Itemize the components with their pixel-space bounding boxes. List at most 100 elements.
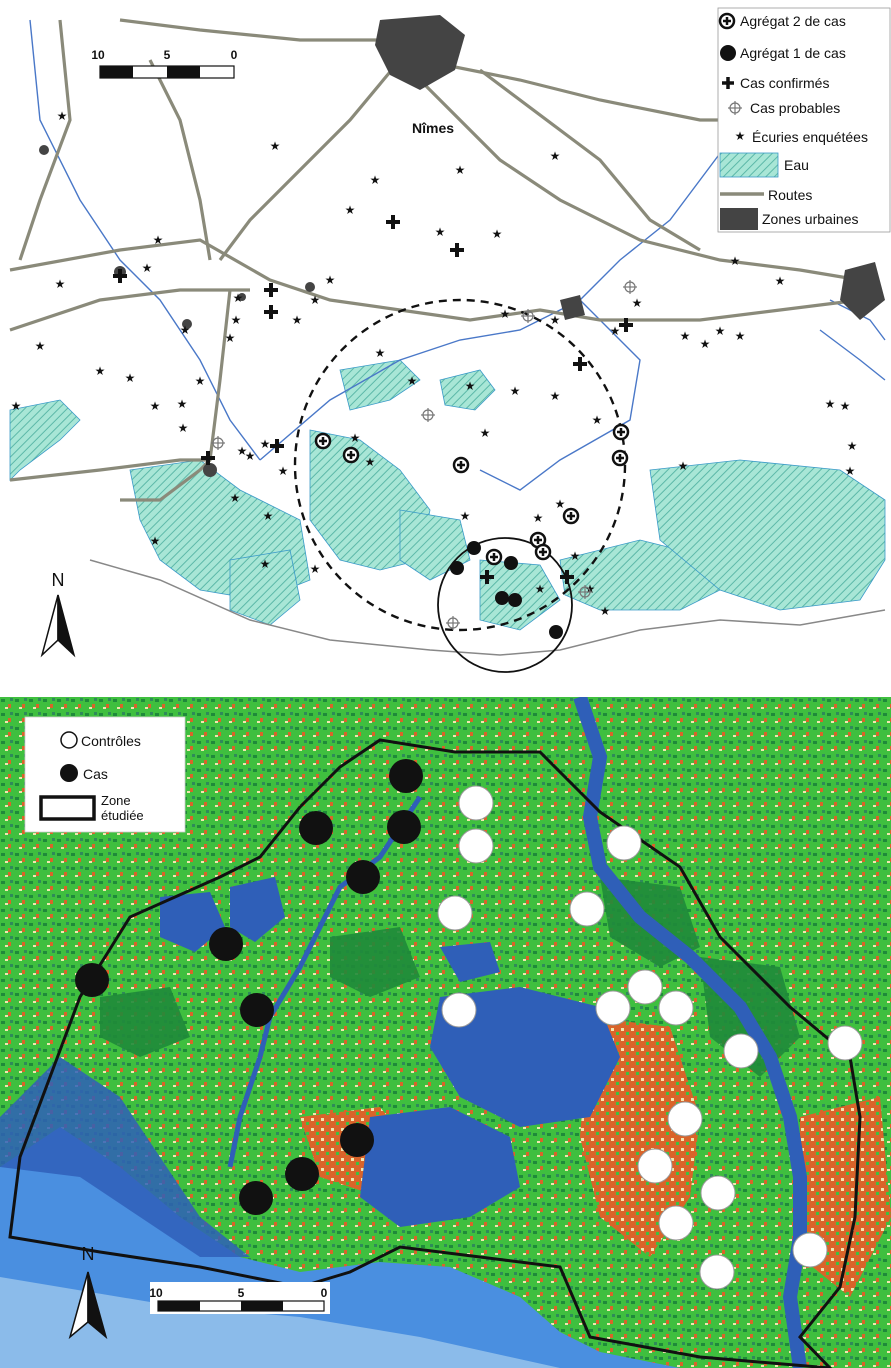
bold-cross-icon bbox=[722, 77, 734, 89]
land-cover-map-bottom: Contrôles Cas Zone étudiée N 10 5 0 bbox=[0, 697, 891, 1368]
scale2-tick-5: 5 bbox=[238, 1286, 245, 1300]
svg-text:★: ★ bbox=[263, 509, 274, 523]
svg-text:★: ★ bbox=[350, 431, 361, 445]
legend-label-probable: Cas probables bbox=[750, 100, 840, 116]
legend-label-confirmed: Cas confirmés bbox=[740, 75, 829, 91]
scale-bar: 10 5 0 bbox=[91, 48, 238, 79]
svg-text:★: ★ bbox=[550, 313, 561, 327]
cluster-2-cases bbox=[314, 423, 630, 566]
legend-label-cluster-2: Agrégat 2 de cas bbox=[740, 13, 846, 29]
open-sea bbox=[0, 1277, 560, 1368]
svg-text:★: ★ bbox=[492, 227, 503, 241]
scale-tick-5: 5 bbox=[164, 48, 171, 62]
control-markers bbox=[437, 785, 863, 1290]
confirmed-cases bbox=[113, 215, 633, 584]
urban-swatch bbox=[720, 208, 758, 230]
svg-text:★: ★ bbox=[510, 384, 521, 398]
filled-circle-icon bbox=[720, 45, 736, 61]
circled-plus-icon bbox=[718, 12, 736, 30]
map1-canvas: ★★★ ★★★ ★★★ ★★ ★ ★★★ ★★★ ★ ★ ★ ★★★ ★★★ ★ ★ ★ … bbox=[9, 7, 891, 673]
probable-cases bbox=[211, 280, 637, 630]
svg-text:★: ★ bbox=[600, 604, 611, 618]
cases-markers bbox=[75, 759, 423, 1215]
scale2-tick-10: 10 bbox=[149, 1286, 163, 1300]
svg-text:★: ★ bbox=[95, 364, 106, 378]
coastline bbox=[89, 559, 886, 656]
svg-text:★: ★ bbox=[845, 464, 856, 478]
filled-circle-icon bbox=[60, 764, 78, 782]
svg-text:★: ★ bbox=[533, 511, 544, 525]
svg-text:★: ★ bbox=[610, 324, 621, 338]
svg-text:★: ★ bbox=[237, 444, 248, 458]
svg-text:★: ★ bbox=[840, 399, 851, 413]
svg-text:★: ★ bbox=[150, 534, 161, 548]
svg-text:★: ★ bbox=[177, 397, 188, 411]
legend-label-urban: Zones urbaines bbox=[762, 211, 859, 227]
svg-text:★: ★ bbox=[230, 491, 241, 505]
urban-zones bbox=[39, 15, 885, 477]
hatched-water-swatch bbox=[719, 152, 779, 178]
surveyed-stables: ★★★ ★★★ ★★★ ★★ ★ ★★★ ★★★ ★ ★ ★ ★★★ ★★★ ★ ★ ★ … bbox=[11, 109, 858, 618]
scale2-tick-0: 0 bbox=[321, 1286, 328, 1300]
svg-text:★: ★ bbox=[455, 163, 466, 177]
svg-text:★: ★ bbox=[55, 277, 66, 291]
svg-text:★: ★ bbox=[365, 455, 376, 469]
svg-text:★: ★ bbox=[435, 225, 446, 239]
svg-text:★: ★ bbox=[180, 323, 191, 337]
svg-text:★: ★ bbox=[292, 313, 303, 327]
svg-text:N: N bbox=[82, 1244, 95, 1264]
svg-text:★: ★ bbox=[260, 437, 271, 451]
legend-label-cluster-1: Agrégat 1 de cas bbox=[740, 45, 846, 61]
epidemiology-map-top: ★ ★ ★ ★ ★ ★ ★ ★ ★ ★ ★ ★ ★ ★ ★ ★ ★ ★ ★ ★ ★ ★ ★ ★ ★ ★ ★ ★ ★ ★ … bbox=[9, 7, 891, 673]
north-arrow: N bbox=[40, 570, 76, 658]
svg-text:★: ★ bbox=[325, 273, 336, 287]
legend-label-zone: Zone étudiée bbox=[101, 793, 144, 823]
legend-label-water: Eau bbox=[784, 157, 809, 173]
svg-text:★: ★ bbox=[57, 109, 68, 123]
map2-legend: Contrôles Cas Zone étudiée bbox=[24, 716, 186, 833]
svg-text:★: ★ bbox=[592, 413, 603, 427]
svg-text:★: ★ bbox=[680, 329, 691, 343]
svg-text:★: ★ bbox=[125, 371, 136, 385]
svg-text:★: ★ bbox=[480, 426, 491, 440]
svg-text:★: ★ bbox=[825, 397, 836, 411]
svg-text:★: ★ bbox=[195, 374, 206, 388]
svg-text:★: ★ bbox=[500, 307, 511, 321]
svg-text:★: ★ bbox=[550, 149, 561, 163]
legend-label-stables: Écuries enquétées bbox=[752, 129, 868, 145]
svg-text:★: ★ bbox=[678, 459, 689, 473]
svg-text:★: ★ bbox=[225, 331, 236, 345]
legend-label-controls: Contrôles bbox=[81, 733, 141, 749]
svg-text:★: ★ bbox=[11, 399, 22, 413]
svg-text:★: ★ bbox=[535, 582, 546, 596]
scale-tick-10: 10 bbox=[91, 48, 105, 62]
map1-legend: Agrégat 2 de cas Agrégat 1 de cas Cas co… bbox=[717, 7, 891, 233]
lakes bbox=[160, 877, 620, 1227]
svg-text:★: ★ bbox=[310, 562, 321, 576]
svg-text:★: ★ bbox=[585, 582, 596, 596]
svg-text:★: ★ bbox=[233, 291, 244, 305]
svg-text:★: ★ bbox=[632, 296, 643, 310]
svg-text:★: ★ bbox=[570, 549, 581, 563]
cluster-2-radius bbox=[293, 298, 627, 632]
svg-text:★: ★ bbox=[35, 339, 46, 353]
svg-text:★: ★ bbox=[231, 313, 242, 327]
roads bbox=[9, 18, 861, 502]
svg-text:★: ★ bbox=[407, 374, 418, 388]
map2-canvas: Contrôles Cas Zone étudiée N 10 5 0 bbox=[0, 697, 891, 1368]
legend-label-roads: Routes bbox=[768, 187, 812, 203]
svg-text:★: ★ bbox=[375, 346, 386, 360]
svg-text:★: ★ bbox=[847, 439, 858, 453]
svg-text:★: ★ bbox=[245, 449, 256, 463]
svg-text:★: ★ bbox=[278, 464, 289, 478]
svg-text:★: ★ bbox=[735, 329, 746, 343]
svg-text:★: ★ bbox=[550, 389, 561, 403]
north-arrow-2: N bbox=[68, 1244, 108, 1340]
svg-text:★: ★ bbox=[142, 261, 153, 275]
svg-text:★: ★ bbox=[270, 139, 281, 153]
scale-bar-2: 10 5 0 bbox=[149, 1282, 330, 1314]
svg-text:★: ★ bbox=[700, 337, 711, 351]
zone-label-line1: Zone bbox=[101, 793, 131, 808]
svg-text:★: ★ bbox=[153, 233, 164, 247]
svg-text:★: ★ bbox=[730, 254, 741, 268]
